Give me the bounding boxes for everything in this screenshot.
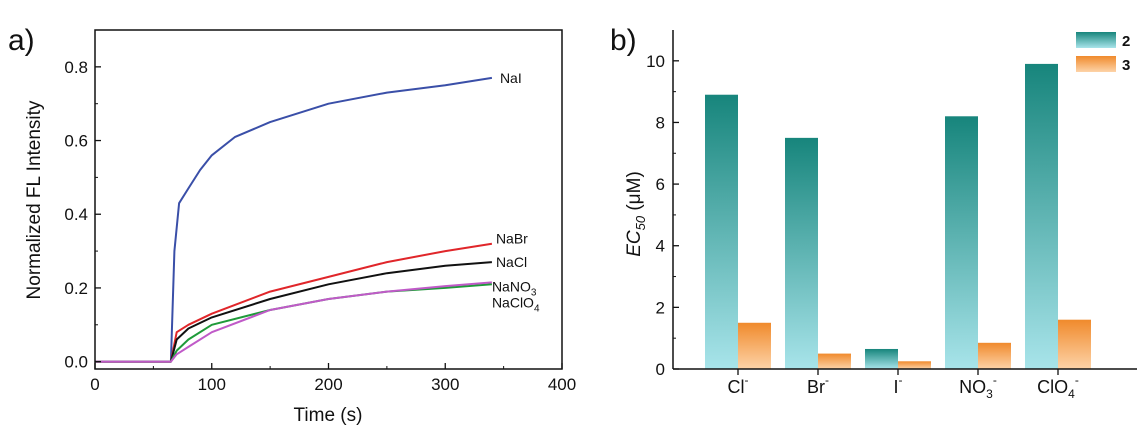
y-tick-label-b: 6 bbox=[656, 175, 665, 194]
bar-3-1 bbox=[818, 353, 851, 369]
y-tick-label-b: 8 bbox=[656, 113, 665, 132]
y-tick-label-a: 0.0 bbox=[64, 353, 88, 372]
category-sup: - bbox=[899, 373, 903, 387]
bar-2-2 bbox=[865, 348, 898, 369]
x-tick-label-a: 0 bbox=[90, 375, 99, 394]
legend-label-2: 2 bbox=[1122, 33, 1130, 50]
bar-3-0 bbox=[738, 322, 771, 369]
line-label-nacl: NaCl bbox=[496, 254, 527, 270]
legend-label-3: 3 bbox=[1122, 57, 1130, 74]
legend-b: 23 bbox=[1076, 32, 1130, 74]
line-label-nabr: NaBr bbox=[496, 231, 528, 247]
line-naclo4 bbox=[95, 281, 492, 363]
line-label-sub: 4 bbox=[534, 303, 540, 314]
line-nai bbox=[95, 76, 493, 363]
x-tick-label-a: 200 bbox=[314, 375, 342, 394]
line-label-main: NaCl bbox=[496, 254, 527, 270]
x-axis-title-a: Time (s) bbox=[294, 405, 363, 426]
category-label: I- bbox=[893, 373, 902, 397]
bar-3-4 bbox=[1058, 319, 1091, 369]
category-main: ClO bbox=[1037, 377, 1068, 397]
category-label: Br- bbox=[807, 373, 829, 397]
category-main: I bbox=[893, 377, 898, 397]
line-label-main: NaClO bbox=[492, 294, 534, 310]
category-label: ClO4- bbox=[1037, 373, 1079, 401]
y-axis-title-a: Normalized FL Intensity bbox=[24, 100, 45, 299]
y-tick-label-a: 0.4 bbox=[64, 205, 88, 224]
x-tick-label-a: 100 bbox=[198, 375, 226, 394]
line-label-main: NaBr bbox=[496, 231, 528, 247]
plot-frame-a bbox=[94, 29, 563, 370]
bar-2-4 bbox=[1025, 63, 1058, 370]
bar-group bbox=[705, 63, 1091, 370]
line-nano3 bbox=[95, 283, 492, 363]
legend-swatch-3 bbox=[1076, 56, 1116, 72]
y-tick-label-b: 4 bbox=[656, 237, 665, 256]
line-label-naclo4: NaClO4 bbox=[492, 294, 540, 314]
bar-3-3 bbox=[978, 342, 1011, 369]
y-title-b-main: EC bbox=[624, 230, 645, 257]
bar-2-0 bbox=[705, 94, 738, 369]
category-main: Cl bbox=[728, 377, 745, 397]
line-series-group bbox=[95, 76, 493, 363]
axes-b: 0 2 4 6 8 10 bbox=[646, 30, 1137, 379]
y-title-b-sub: 50 bbox=[633, 215, 648, 230]
category-sup: - bbox=[1075, 373, 1079, 387]
category-sup: - bbox=[825, 373, 829, 387]
bar-2-3 bbox=[945, 116, 978, 369]
category-sup: - bbox=[993, 373, 997, 387]
category-label: NO3- bbox=[959, 373, 997, 401]
legend-swatch-2 bbox=[1076, 32, 1116, 48]
line-nacl bbox=[95, 261, 492, 363]
y-tick-label-a: 0.6 bbox=[64, 132, 88, 151]
axes-a: 0 100 200 300 400 0.0 0.2 0.4 0.6 0.8 bbox=[64, 58, 576, 394]
category-labels: Cl- Br- I- NO3- ClO4- bbox=[728, 373, 1079, 401]
y-tick-label-b: 10 bbox=[646, 52, 665, 71]
x-tick-label-a: 300 bbox=[431, 375, 459, 394]
y-tick-label-a: 0.8 bbox=[64, 58, 88, 77]
bar-3-2 bbox=[898, 361, 931, 369]
line-label-nai: NaI bbox=[500, 70, 522, 86]
category-sup: - bbox=[745, 373, 749, 387]
y-axis-title-b: EC50 (μM) bbox=[624, 171, 648, 257]
panel-label-a: a) bbox=[8, 24, 35, 57]
panel-label-b: b) bbox=[610, 24, 637, 57]
line-label-main: NaI bbox=[500, 70, 522, 86]
category-main: Br bbox=[807, 377, 825, 397]
category-main: NO bbox=[959, 377, 986, 397]
bar-2-1 bbox=[785, 137, 818, 369]
line-nabr bbox=[95, 242, 493, 363]
category-sub: 4 bbox=[1068, 387, 1075, 401]
y-tick-label-a: 0.2 bbox=[64, 279, 88, 298]
y-tick-label-b: 0 bbox=[656, 360, 665, 379]
y-title-b-unit: (μM) bbox=[624, 171, 645, 216]
y-tick-label-b: 2 bbox=[656, 298, 665, 317]
x-tick-label-a: 400 bbox=[548, 375, 576, 394]
category-sub: 3 bbox=[986, 387, 993, 401]
line-label-sub: 3 bbox=[531, 287, 537, 298]
line-label-main: NaNO bbox=[492, 278, 531, 294]
line-label-nano3: NaNO3 bbox=[492, 278, 537, 298]
category-label: Cl- bbox=[728, 373, 749, 397]
